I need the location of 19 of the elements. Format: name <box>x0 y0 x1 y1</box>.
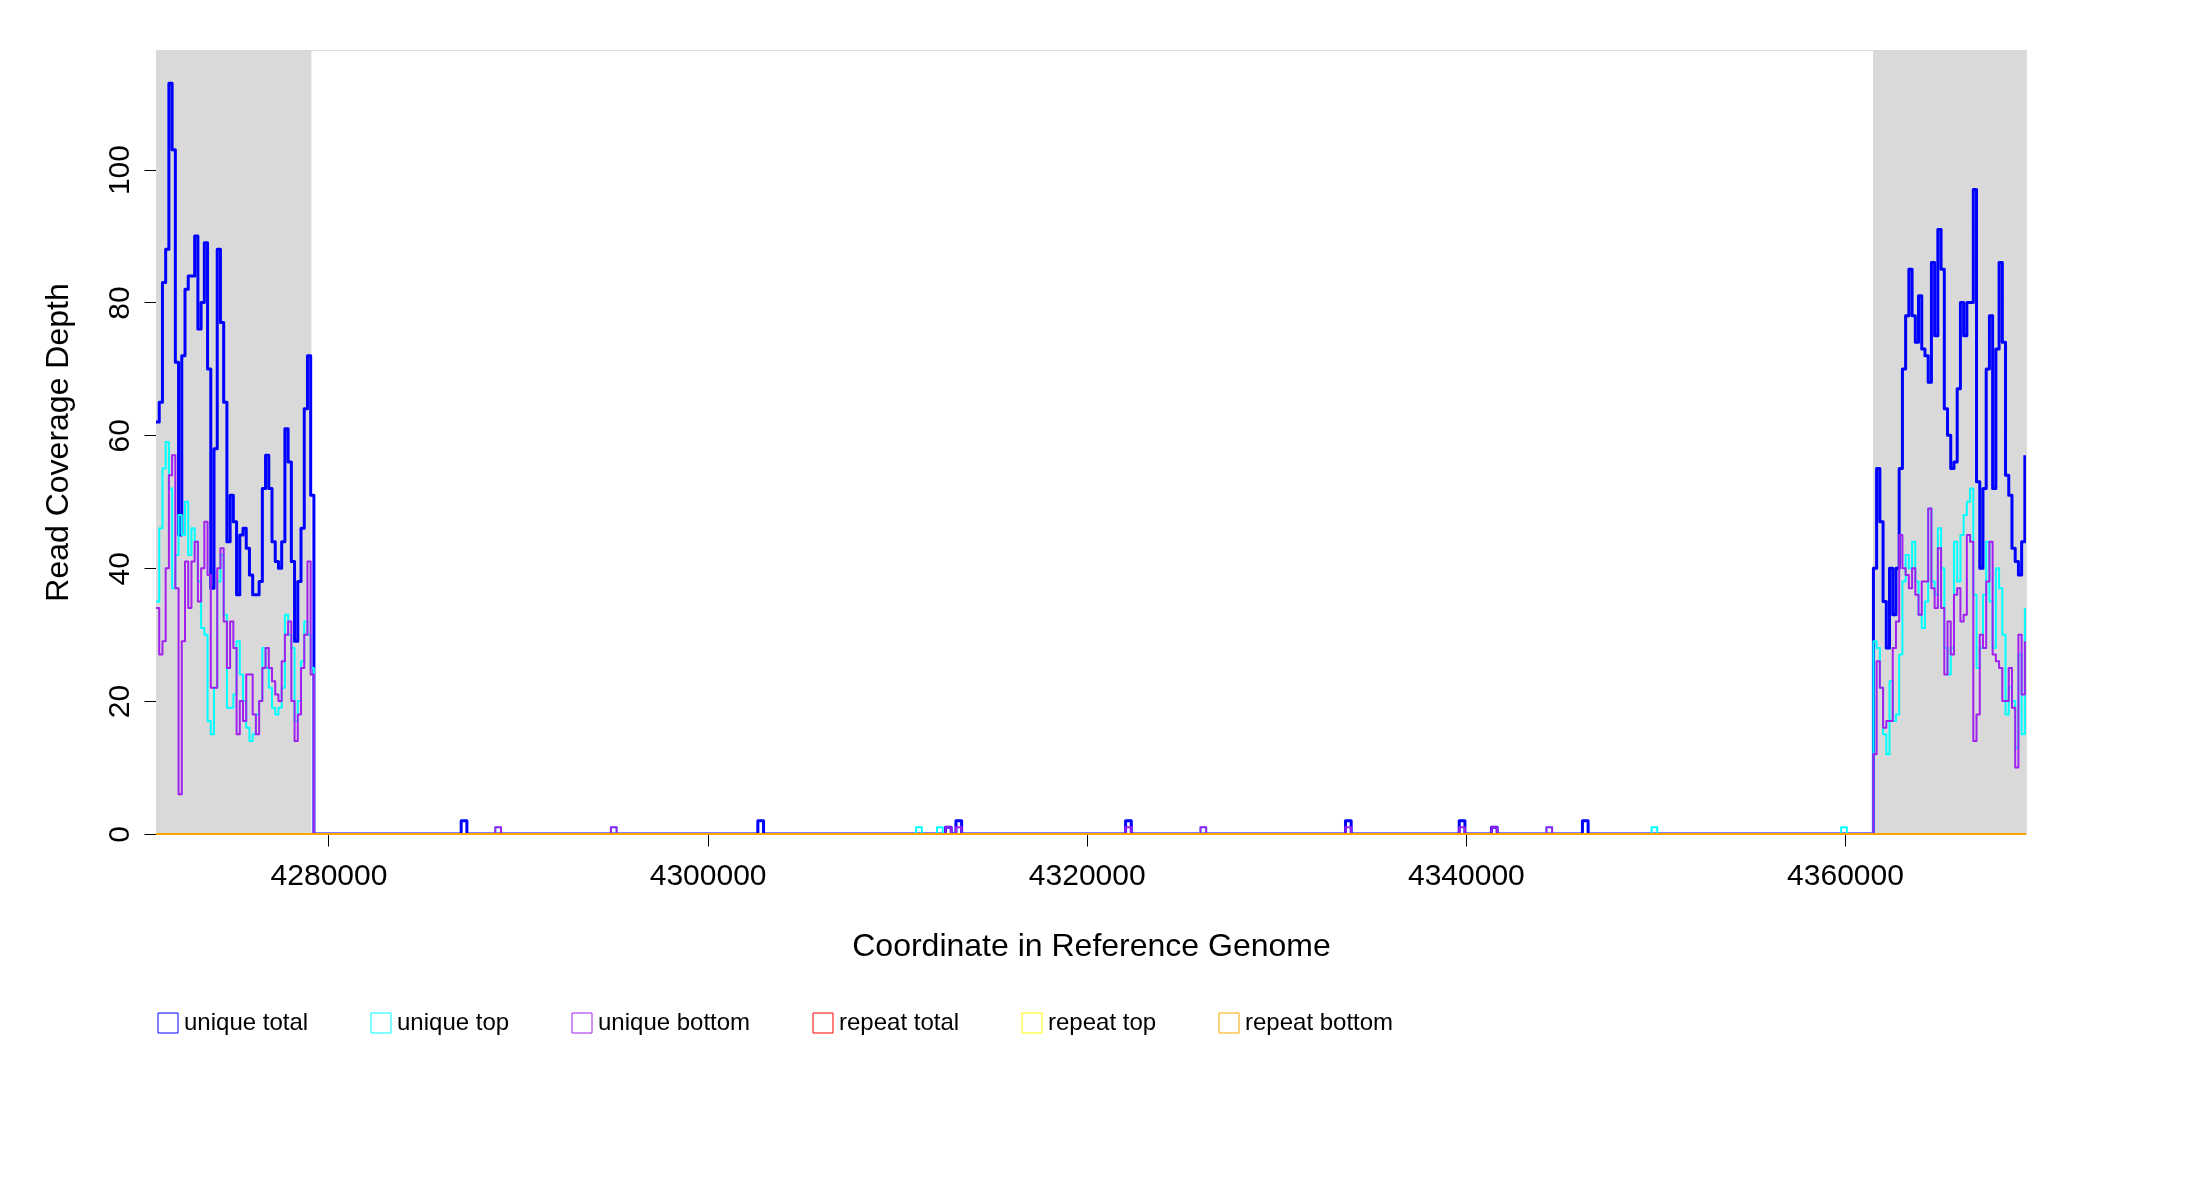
y-tick-label: 60 <box>101 419 135 453</box>
legend-label: repeat total <box>839 1008 960 1035</box>
y-tick-label: 40 <box>101 552 135 586</box>
y-tick-label: 0 <box>101 826 135 843</box>
legend-label: unique bottom <box>598 1008 751 1035</box>
legend-label: repeat top <box>1048 1008 1157 1035</box>
y-tick-label: 20 <box>101 684 135 719</box>
x-axis-title: Coordinate in Reference Genome <box>852 926 1331 963</box>
x-tick-label: 4320000 <box>1028 857 1146 891</box>
y-tick-label: 100 <box>101 145 135 196</box>
x-tick-label: 4300000 <box>649 857 767 891</box>
x-tick-label: 4280000 <box>270 857 388 891</box>
x-tick-label: 4340000 <box>1407 857 1525 891</box>
legend-label: unique top <box>397 1008 510 1035</box>
y-axis-title: Read Coverage Depth <box>38 283 75 602</box>
legend-label: unique total <box>184 1008 309 1035</box>
x-tick-label: 4360000 <box>1787 857 1904 891</box>
y-tick-label: 80 <box>101 286 135 320</box>
legend-label: repeat bottom <box>1245 1008 1394 1035</box>
